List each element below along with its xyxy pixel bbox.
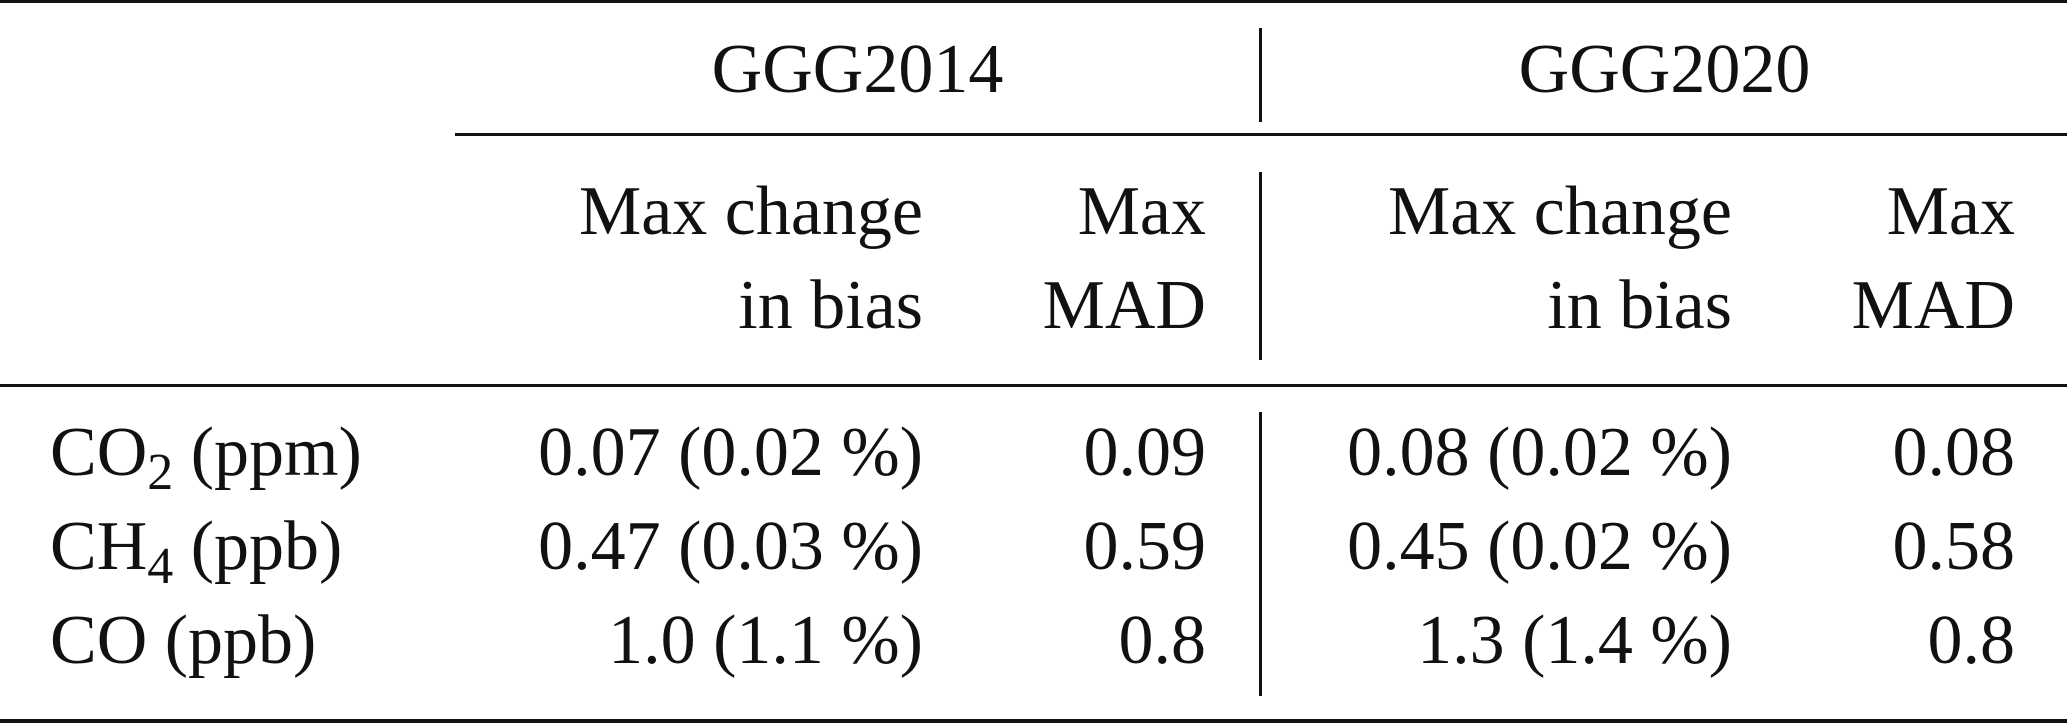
ggg2020-bias-cell: 0.45 (0.02 %)	[1347, 508, 1732, 585]
header-rule	[0, 384, 2067, 387]
subheader-bias-line1: Max change	[578, 173, 923, 250]
row-label: CH4 (ppb)	[50, 508, 343, 595]
subheader-bias-line2: in bias	[738, 267, 923, 344]
subheader-mad-line1: Max	[1077, 173, 1206, 250]
top-rule	[0, 0, 2067, 3]
ggg2014-bias-cell: 1.0 (1.1 %)	[608, 602, 923, 679]
group-header-ggg2014: GGG2014	[711, 31, 1004, 108]
ggg2020-mad-cell: 0.8	[1927, 602, 2016, 679]
ggg2014-bias-cell: 0.07 (0.02 %)	[538, 414, 923, 491]
ggg2014-mad-cell: 0.09	[1083, 414, 1207, 491]
bottom-rule	[0, 719, 2067, 723]
ggg2020-mad-cell: 0.08	[1892, 414, 2016, 491]
subheader-separator	[1259, 172, 1262, 360]
ggg2014-bias-cell: 0.47 (0.03 %)	[538, 508, 923, 585]
ggg2020-bias-cell: 0.08 (0.02 %)	[1347, 414, 1732, 491]
ggg2014-mad-cell: 0.8	[1118, 602, 1207, 679]
ggg2020-mad-cell: 0.58	[1892, 508, 2016, 585]
body-separator	[1259, 412, 1262, 696]
row-label: CO2 (ppm)	[50, 414, 362, 501]
ggg2020-bias-cell: 1.3 (1.4 %)	[1417, 602, 1732, 679]
row-label: CO (ppb)	[50, 602, 317, 679]
group-header-ggg2020: GGG2020	[1518, 31, 1811, 108]
subheader-mad-line1: Max	[1886, 173, 2015, 250]
subheader-bias-line2: in bias	[1547, 267, 1732, 344]
ggg2014-mad-cell: 0.59	[1083, 508, 1207, 585]
subheader-bias-line1: Max change	[1387, 173, 1732, 250]
subheader-mad-line2: MAD	[1042, 267, 1206, 344]
group-separator	[1259, 28, 1262, 122]
subheader-mad-line2: MAD	[1851, 267, 2015, 344]
group-underline	[455, 133, 2067, 136]
